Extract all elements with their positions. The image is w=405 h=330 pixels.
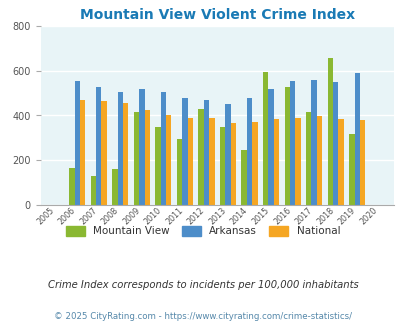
Text: © 2025 CityRating.com - https://www.cityrating.com/crime-statistics/: © 2025 CityRating.com - https://www.city… — [54, 312, 351, 321]
Bar — [359, 120, 364, 205]
Bar — [80, 100, 85, 205]
Title: Mountain View Violent Crime Index: Mountain View Violent Crime Index — [79, 9, 354, 22]
Bar — [112, 169, 117, 205]
Bar — [311, 80, 316, 205]
Bar — [241, 150, 246, 205]
Bar — [354, 73, 359, 205]
Bar — [69, 168, 75, 205]
Legend: Mountain View, Arkansas, National: Mountain View, Arkansas, National — [62, 222, 343, 241]
Bar — [117, 92, 123, 205]
Bar — [327, 57, 332, 205]
Bar — [225, 104, 230, 205]
Bar — [123, 103, 128, 205]
Bar — [203, 100, 209, 205]
Bar — [230, 123, 235, 205]
Bar — [273, 119, 279, 205]
Text: Crime Index corresponds to incidents per 100,000 inhabitants: Crime Index corresponds to incidents per… — [47, 280, 358, 290]
Bar — [101, 101, 107, 205]
Bar — [139, 89, 144, 205]
Bar — [332, 82, 337, 205]
Bar — [187, 118, 192, 205]
Bar — [177, 139, 182, 205]
Bar — [133, 112, 139, 205]
Bar — [316, 116, 322, 205]
Bar — [220, 127, 225, 205]
Bar — [305, 112, 311, 205]
Bar — [294, 118, 300, 205]
Bar — [155, 127, 160, 205]
Bar — [289, 81, 294, 205]
Bar — [268, 89, 273, 205]
Bar — [160, 92, 166, 205]
Bar — [337, 119, 343, 205]
Bar — [166, 115, 171, 205]
Bar — [198, 109, 203, 205]
Bar — [348, 134, 354, 205]
Bar — [252, 121, 257, 205]
Bar — [209, 118, 214, 205]
Bar — [284, 86, 289, 205]
Bar — [246, 98, 252, 205]
Bar — [96, 86, 101, 205]
Bar — [182, 98, 187, 205]
Bar — [144, 110, 149, 205]
Bar — [262, 72, 268, 205]
Bar — [75, 81, 80, 205]
Bar — [90, 176, 96, 205]
